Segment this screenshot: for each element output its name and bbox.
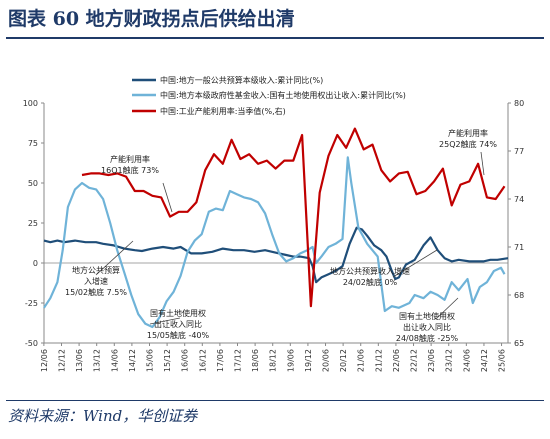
- annotation-leader-3: [95, 240, 134, 276]
- annotation-text-6: 出让收入同比: [403, 322, 451, 332]
- x-tick-label: 18/12: [269, 349, 278, 372]
- y-right-tick-label: 74: [514, 195, 524, 204]
- y-left-tick-label: 25: [28, 219, 38, 228]
- y-left-tick-label: 75: [28, 139, 38, 148]
- x-tick-label: 20/06: [322, 349, 331, 372]
- annotation-text-4: 国有土地使用权: [150, 308, 206, 318]
- x-tick-label: 22/06: [392, 349, 401, 372]
- annotation-text-3: 地方公共预算: [72, 265, 120, 275]
- y-left-tick-label: 100: [23, 99, 38, 108]
- y-left-tick-label: -25: [25, 299, 38, 308]
- annotation-text-2: 产能利用率: [448, 128, 488, 138]
- y-right-tick-label: 77: [514, 147, 524, 156]
- annotation-leader-5: [392, 249, 438, 278]
- legend-label-2: 中国:地方本级政府性基金收入:国有土地使用权出让收入:累计同比(%): [160, 90, 406, 100]
- annotation-text-1: 产能利用率: [110, 154, 150, 164]
- source-rule: [6, 400, 544, 401]
- y-right-tick-label: 71: [514, 243, 524, 252]
- annotation-text-5: 24/02触底 0%: [343, 277, 398, 287]
- y-right-tick-label: 68: [514, 291, 524, 300]
- x-tick-label: 18/06: [251, 349, 260, 372]
- annotation-text-3: 入增速: [84, 276, 108, 286]
- x-tick-label: 16/12: [198, 349, 207, 372]
- annotation-text-1: 16Q1触底 73%: [101, 165, 159, 175]
- x-tick-label: 25/06: [498, 349, 507, 372]
- annotation-text-2: 25Q2触底 74%: [439, 139, 497, 149]
- x-tick-label: 17/06: [216, 349, 225, 372]
- x-tick-label: 13/06: [75, 349, 84, 372]
- annotation-text-6: 24/08触底 -25%: [396, 333, 459, 343]
- annotation-text-6: 国有土地使用权: [399, 311, 455, 321]
- x-tick-label: 16/06: [181, 349, 190, 372]
- x-tick-label: 19/12: [304, 349, 313, 372]
- figure-title: 图表 60 地方财政拐点后供给出清: [8, 8, 295, 30]
- y-right-tick-label: 65: [514, 339, 524, 348]
- x-tick-label: 12/06: [40, 349, 49, 372]
- x-tick-label: 23/12: [445, 349, 454, 372]
- x-tick-label: 21/06: [357, 349, 366, 372]
- source-note: 资料来源：Wind，华创证券: [8, 407, 198, 425]
- x-tick-label: 20/12: [339, 349, 348, 372]
- x-tick-label: 24/12: [480, 349, 489, 372]
- annotation-leader-4: [149, 317, 181, 325]
- x-tick-label: 19/06: [286, 349, 295, 372]
- x-tick-label: 15/06: [145, 349, 154, 372]
- y-left-tick-label: 50: [28, 179, 38, 188]
- legend-label-1: 中国:地方一般公共预算本级收入:累计同比(%): [160, 75, 323, 85]
- annotation-leader-2: [480, 151, 485, 176]
- annotation-text-4: 出让收入同比: [154, 319, 202, 329]
- series-line-1: [43, 226, 509, 284]
- x-tick-label: 22/12: [410, 349, 419, 372]
- x-tick-label: 15/12: [163, 349, 172, 372]
- annotation-leader-1: [162, 182, 173, 213]
- x-tick-label: 23/06: [427, 349, 436, 372]
- x-tick-label: 12/12: [57, 349, 66, 372]
- annotation-leader-6: [435, 297, 459, 320]
- x-tick-label: 13/12: [93, 349, 102, 372]
- x-tick-label: 24/06: [462, 349, 471, 372]
- annotation-text-5: 地方公共预算收入增速: [330, 266, 410, 276]
- title-rule: [6, 37, 544, 39]
- series-line-2: [43, 156, 506, 329]
- x-tick-label: 14/06: [110, 349, 119, 372]
- annotation-text-4: 15/05触底 -40%: [147, 330, 210, 340]
- series-line-3: [81, 127, 506, 308]
- legend-label-3: 中国:工业产能利用率:当季值(%,右): [160, 106, 286, 116]
- y-left-tick-label: -50: [25, 339, 38, 348]
- x-tick-label: 17/12: [234, 349, 243, 372]
- y-left-tick-label: 0: [33, 259, 38, 268]
- x-tick-label: 14/12: [128, 349, 137, 372]
- annotation-text-3: 15/02触底 7.5%: [65, 287, 127, 297]
- x-tick-label: 21/12: [374, 349, 383, 372]
- y-right-tick-label: 80: [514, 99, 524, 108]
